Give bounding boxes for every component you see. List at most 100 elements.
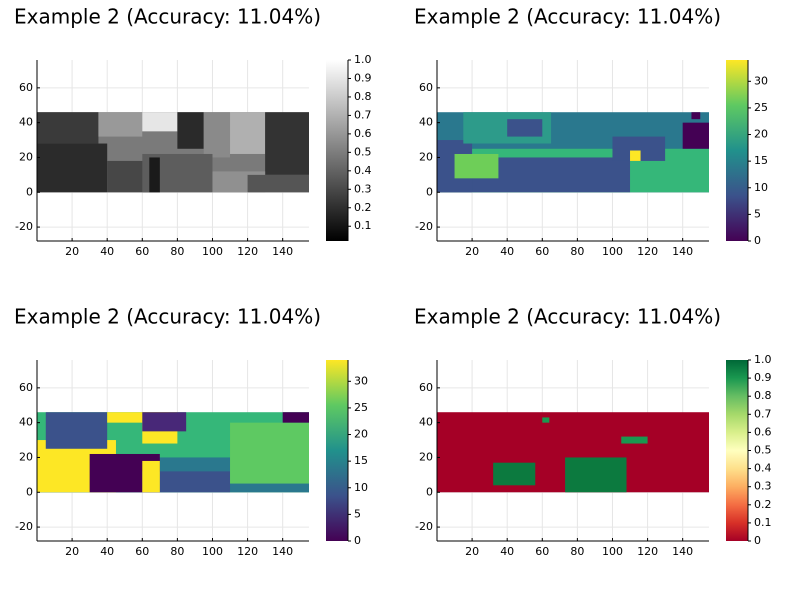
colorbar-tick-label: 25: [754, 101, 768, 114]
colorbar-tick-label: 0.3: [754, 480, 772, 493]
y-tick-label: -20: [415, 520, 433, 533]
heatmap-image: [437, 112, 709, 193]
x-tick-label: 20: [465, 245, 479, 258]
panel-1: Example 2 (Accuracy: 11.04%) 20 40 60 80 100 1…: [14, 5, 372, 259]
colorbar-tick-label: 0.5: [754, 444, 772, 457]
colorbar: [726, 60, 748, 241]
heatmap-region: [142, 471, 231, 493]
x-tick-label: 120: [237, 545, 258, 558]
heatmap-region: [230, 112, 266, 154]
colorbar-tick-label: 20: [754, 128, 768, 141]
colorbar-tick-label: 10: [354, 481, 368, 494]
heatmap-region: [542, 417, 550, 423]
colorbar: [326, 60, 348, 241]
colorbar-tick-label: 0.6: [754, 425, 772, 438]
heatmap-region: [507, 119, 543, 137]
heatmap-region: [493, 462, 536, 486]
panel-2: Example 2 (Accuracy: 11.04%)20 40 60 80 100 1…: [414, 5, 768, 259]
x-tick-label: 100: [602, 245, 623, 258]
heatmap-image: [37, 412, 309, 493]
x-tick-label: 120: [637, 245, 658, 258]
x-tick-label: 60: [535, 545, 549, 558]
heatmap-region: [630, 150, 641, 161]
x-tick-label: 100: [602, 545, 623, 558]
heatmap-region: [142, 412, 187, 432]
colorbar-tick-label: 0: [354, 534, 361, 547]
heatmap-region: [203, 112, 231, 158]
x-tick-label: 40: [100, 245, 114, 258]
heatmap-image: [37, 112, 309, 193]
heatmap-image: [437, 412, 709, 493]
colorbar-tick-label: 5: [354, 507, 361, 520]
y-tick-label: -20: [15, 520, 33, 533]
colorbar-tick-label: 5: [754, 207, 761, 220]
chart-title: Example 2 (Accuracy: 11.04%): [414, 305, 721, 329]
colorbar-tick-label: 0.8: [354, 90, 372, 103]
y-tick-label: 60: [19, 81, 33, 94]
y-tick-label: -20: [15, 220, 33, 233]
x-tick-label: 140: [272, 245, 293, 258]
x-tick-label: 140: [272, 545, 293, 558]
heatmap-region: [282, 412, 309, 423]
heatmap-region: [37, 143, 108, 193]
colorbar-tick-label: 0.7: [354, 108, 372, 121]
colorbar-tick-label: 15: [354, 454, 368, 467]
chart-title: Example 2 (Accuracy: 11.04%): [14, 5, 321, 29]
colorbar-tick-label: 0.3: [354, 182, 372, 195]
x-tick-label: 40: [100, 545, 114, 558]
colorbar-tick-label: 0.2: [754, 498, 772, 511]
heatmap-region: [454, 153, 499, 179]
colorbar-tick-label: 0: [754, 234, 761, 247]
y-tick-label: 20: [19, 150, 33, 163]
colorbar: [326, 360, 348, 541]
colorbar-tick-label: 0: [754, 534, 761, 547]
x-tick-label: 60: [535, 245, 549, 258]
x-tick-label: 20: [65, 545, 79, 558]
colorbar-tick-label: 30: [754, 74, 768, 87]
colorbar-tick-label: 0.9: [754, 371, 772, 384]
heatmap-region: [682, 122, 709, 149]
y-tick-label: 40: [19, 116, 33, 129]
heatmap-region: [230, 422, 309, 484]
colorbar-tick-label: 0.2: [354, 201, 372, 214]
heatmap-region: [565, 457, 627, 493]
x-tick-label: 40: [500, 545, 514, 558]
x-tick-label: 60: [135, 545, 149, 558]
colorbar-tick-label: 0.5: [354, 145, 372, 158]
colorbar-tick-label: 0.1: [354, 219, 372, 232]
x-tick-label: 40: [500, 245, 514, 258]
y-tick-label: 0: [426, 485, 433, 498]
y-tick-label: 40: [19, 416, 33, 429]
y-tick-label: 40: [419, 416, 433, 429]
heatmap-region: [177, 112, 204, 149]
x-tick-label: 80: [170, 545, 184, 558]
heatmap-region: [149, 157, 160, 193]
heatmap-region: [45, 412, 108, 449]
y-tick-label: 0: [26, 485, 33, 498]
y-tick-label: 0: [426, 185, 433, 198]
colorbar-tick-label: 30: [354, 374, 368, 387]
panel-4: Example 2 (Accuracy: 11.04%) 20 40 60 80 100 1…: [414, 305, 772, 559]
heatmap-region: [98, 112, 143, 137]
x-tick-label: 80: [570, 245, 584, 258]
panel-3: Example 2 (Accuracy: 11.04%)20 40 60 80 100 1…: [14, 305, 368, 559]
colorbar-tick-label: 25: [354, 401, 368, 414]
colorbar-tick-label: 20: [354, 428, 368, 441]
colorbar-tick-label: 1.0: [754, 353, 772, 366]
x-tick-label: 140: [672, 245, 693, 258]
y-tick-label: 20: [419, 150, 433, 163]
heatmap-region: [265, 112, 309, 175]
colorbar-tick-label: 0.4: [754, 462, 772, 475]
x-tick-label: 140: [672, 545, 693, 558]
colorbar-tick-label: 0.7: [754, 407, 772, 420]
colorbar-tick-label: 1.0: [354, 53, 372, 66]
colorbar-tick-label: 10: [754, 181, 768, 194]
x-tick-label: 20: [65, 245, 79, 258]
y-tick-label: 40: [419, 116, 433, 129]
heatmap-region: [142, 460, 160, 493]
y-tick-label: 60: [419, 81, 433, 94]
y-tick-label: 60: [419, 381, 433, 394]
colorbar-tick-label: 0.6: [354, 127, 372, 140]
x-tick-label: 60: [135, 245, 149, 258]
